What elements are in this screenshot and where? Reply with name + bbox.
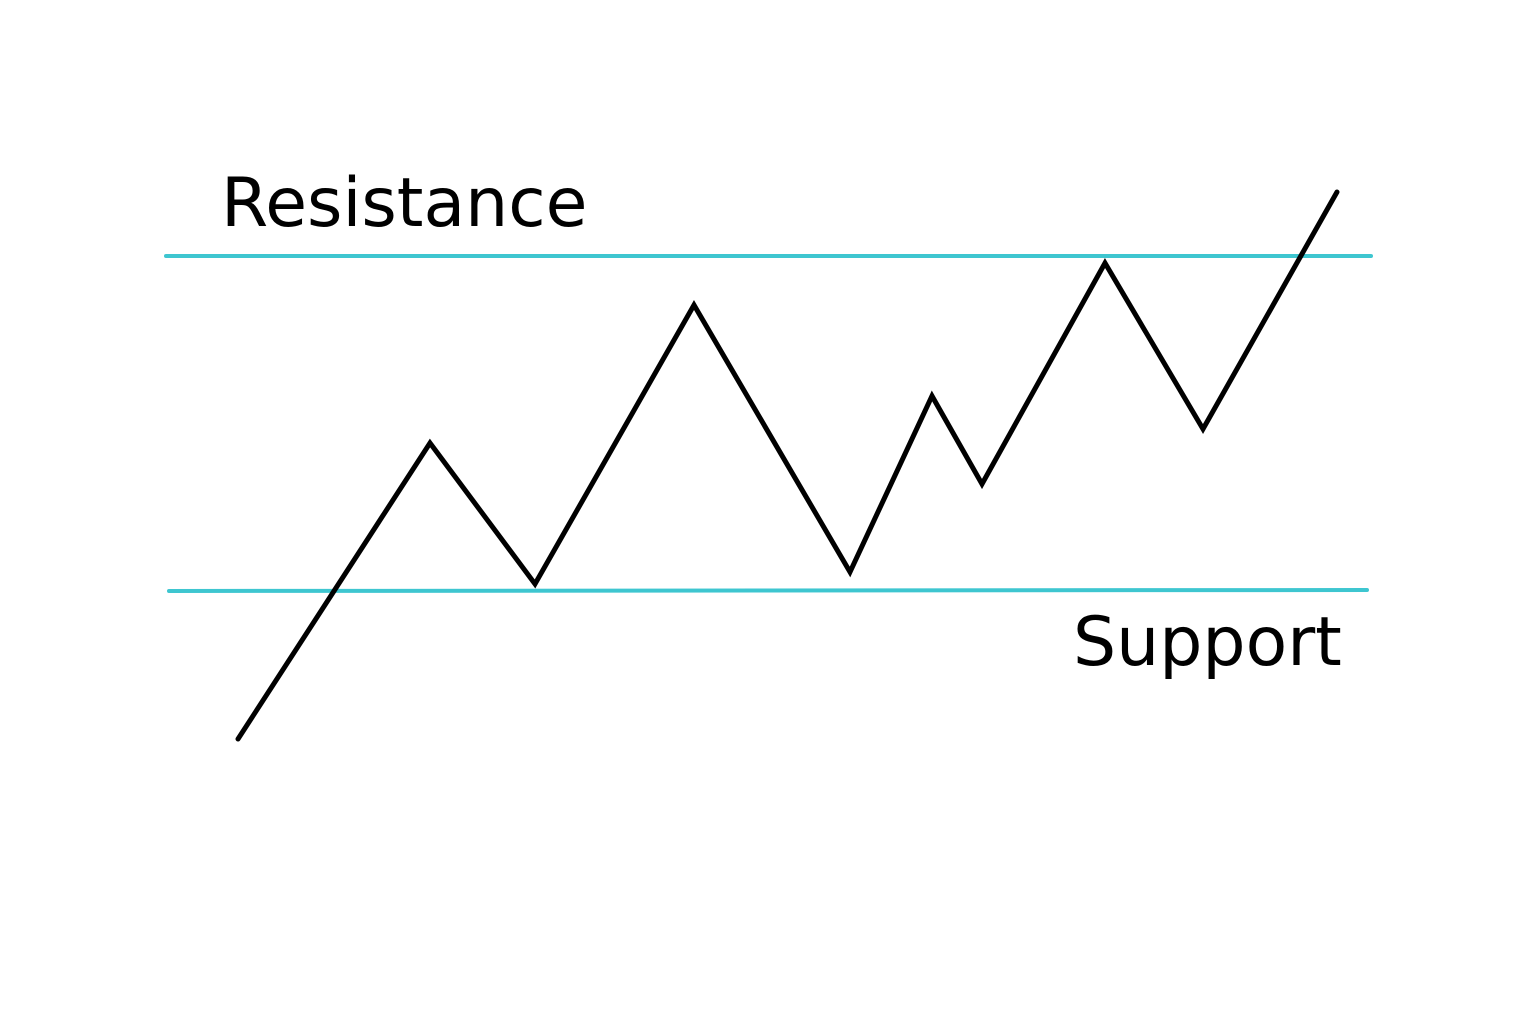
resistance-label: Resistance (221, 164, 587, 243)
support-label: Support (1073, 603, 1342, 682)
price-line (235, 189, 1340, 742)
support-line (167, 588, 1369, 593)
